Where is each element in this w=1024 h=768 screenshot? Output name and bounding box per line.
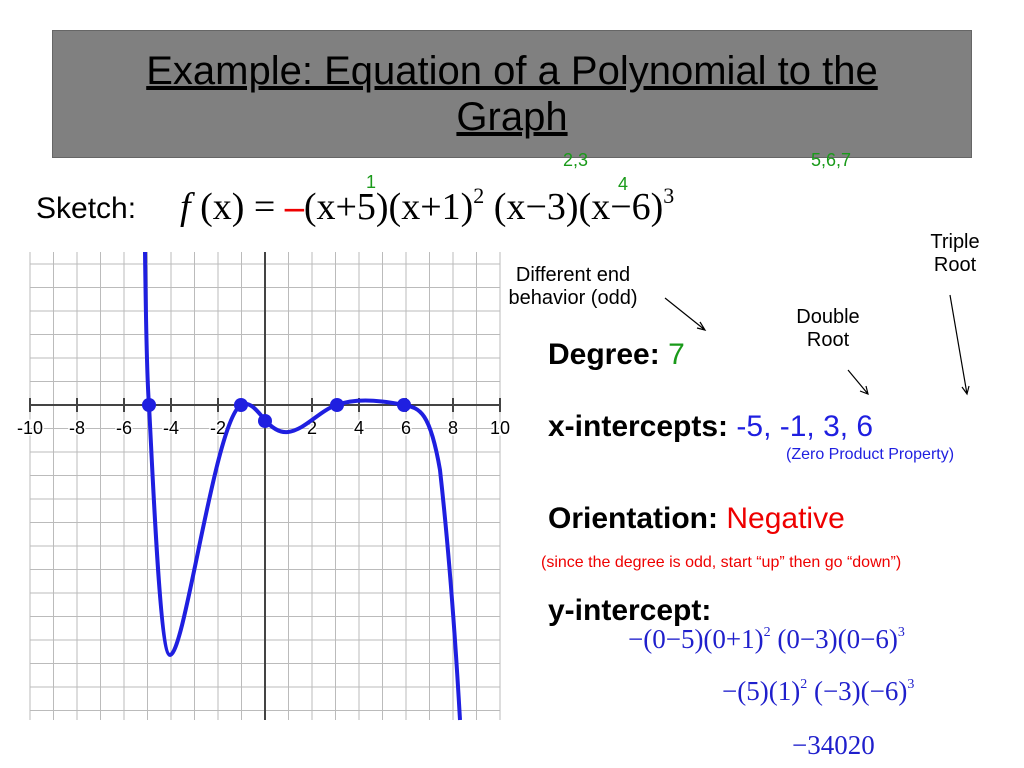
callout: Double Root [796, 306, 860, 351]
eq-exp: 3 [663, 183, 675, 208]
work-exp: 3 [907, 677, 915, 692]
callout: Triple Root [930, 231, 980, 276]
work-line: −34020 [792, 730, 875, 760]
eq-part: (x+5)(x+1) [303, 186, 474, 228]
y-intercept: y-intercept: [548, 594, 712, 627]
equation: f (x) = –(x+5)(x+1)2 (x−3)(x−6)3 [180, 183, 674, 229]
point [234, 398, 248, 412]
work-part: (0−3)(0−6) [777, 624, 898, 654]
intercept-points [142, 398, 411, 428]
root-note: 2,3 [563, 150, 589, 170]
fact-note: (Zero Product Property) [786, 446, 955, 463]
fact-value: Negative [726, 502, 845, 535]
x-tick-label: -6 [116, 418, 132, 438]
eq-exp: 2 [473, 183, 485, 208]
orientation: Orientation: Negative [548, 502, 845, 536]
x-tick-label: -10 [17, 418, 43, 438]
eq-sign: – [284, 186, 304, 228]
fact-label: x-intercepts: [548, 410, 729, 443]
fact-note: (since the degree is odd, start “up” the… [541, 554, 902, 571]
point [330, 398, 344, 412]
eq-arg: (x) = [200, 186, 285, 228]
x-tick-label: -8 [69, 418, 85, 438]
x-tick-label: -2 [210, 418, 226, 438]
callout: Different end behavior (odd) [508, 264, 638, 309]
eq-part: (x−3)(x−6) [493, 186, 664, 228]
title: Example: Equation of a Polynomial to the… [146, 49, 878, 139]
work-part: −(0−5)(0+1) [628, 624, 764, 654]
work-part: −(5)(1) [722, 676, 801, 706]
work-exp: 2 [763, 625, 771, 640]
work-line: −(0−5)(0+1)2 (0−3)(0−6)3 [628, 624, 905, 655]
fact-value: -5, -1, 3, 6 [736, 410, 874, 443]
x-tick-label: -4 [163, 418, 179, 438]
root-note: 5,6,7 [811, 150, 852, 170]
root-note: 4 [618, 174, 629, 194]
x-tick-label: 10 [490, 418, 510, 438]
point [397, 398, 411, 412]
sketch-label: Sketch: [36, 192, 137, 225]
curve [143, 251, 462, 721]
fact-label: Degree: [548, 338, 660, 371]
root-note: 1 [366, 172, 377, 192]
work-exp: 2 [800, 677, 808, 692]
work-exp: 3 [897, 625, 905, 640]
x-tick-label: 6 [401, 418, 411, 438]
x-tick-label: 8 [448, 418, 458, 438]
fact-value: 7 [668, 338, 685, 371]
work-part: (−3)(−6) [813, 676, 908, 706]
x-intercepts: x-intercepts: -5, -1, 3, 6 [548, 410, 873, 444]
work-line: −(5)(1)2 (−3)(−6)3 [722, 676, 914, 707]
degree: Degree: 7 [548, 338, 685, 372]
title-box: Example: Equation of a Polynomial to the… [52, 30, 972, 158]
point [142, 398, 156, 412]
x-tick-label: 4 [354, 418, 364, 438]
point [258, 414, 272, 428]
eq-f: f [180, 186, 191, 228]
arrows [664, 294, 970, 396]
fact-label: Orientation: [548, 502, 718, 535]
